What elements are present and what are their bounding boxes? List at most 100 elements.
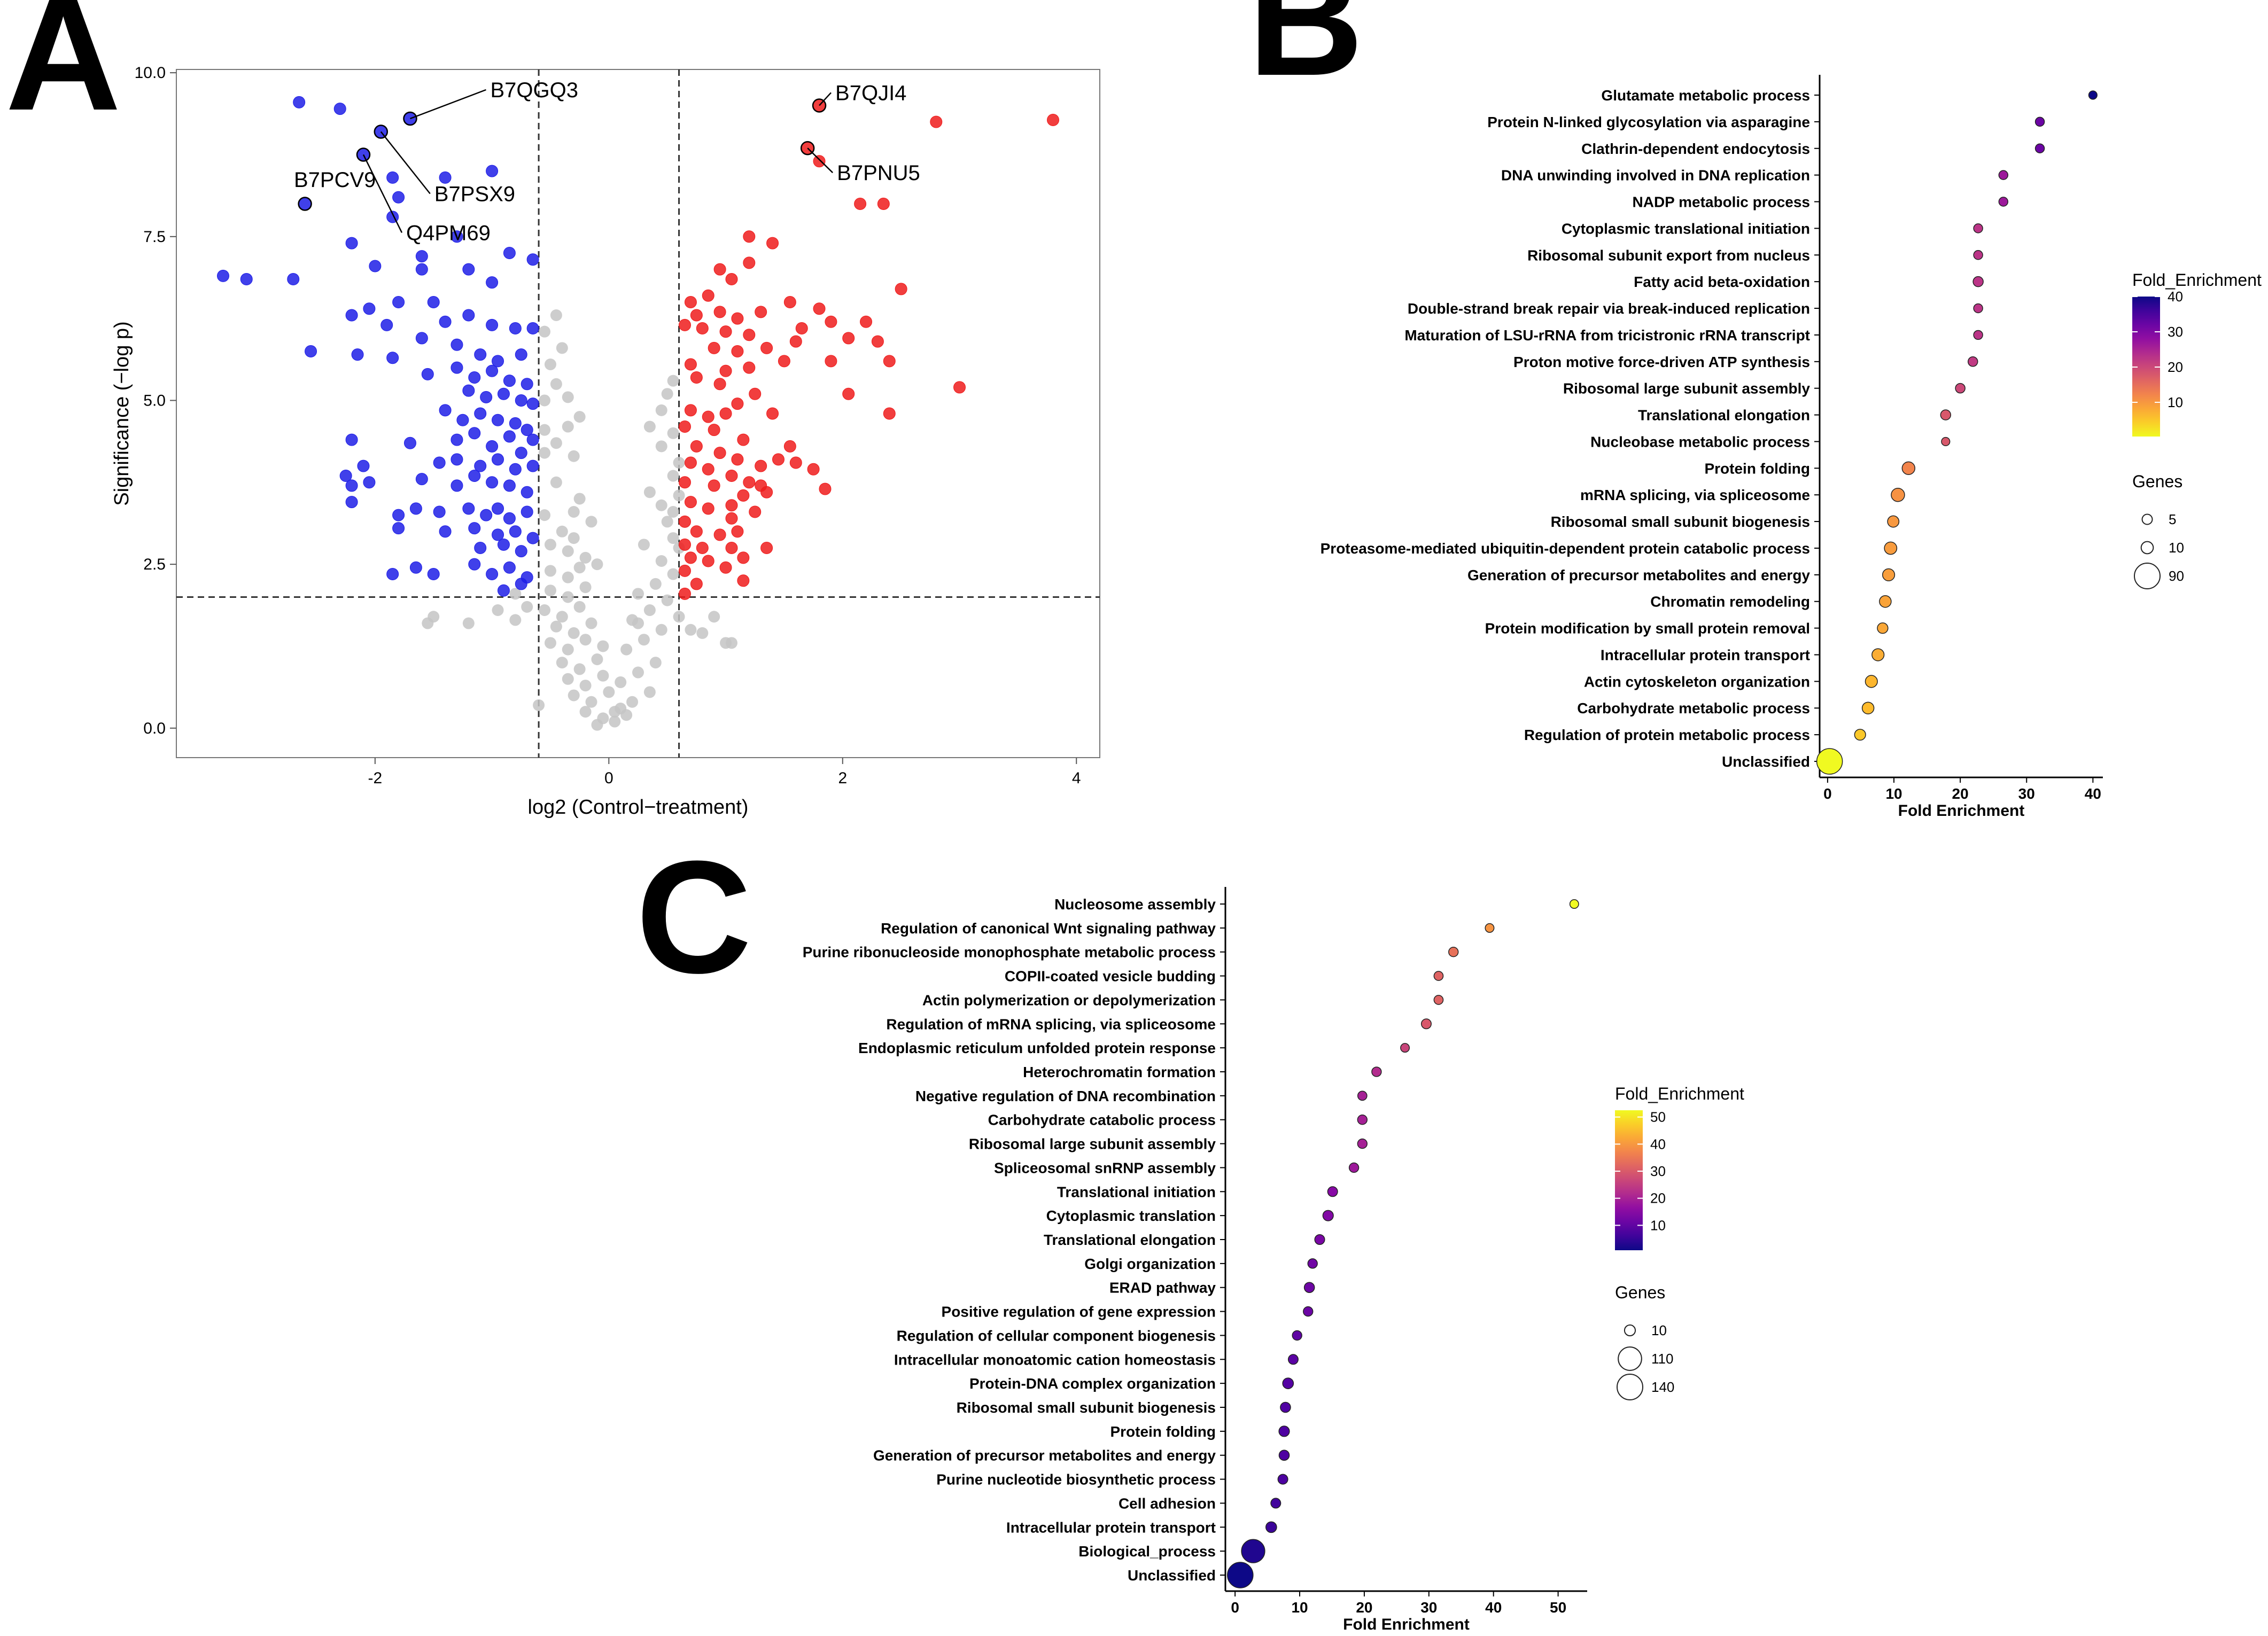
category-label: Cytoplasmic translation	[1046, 1207, 1216, 1224]
point-ns	[573, 493, 586, 505]
enrichment-dot	[1357, 1138, 1368, 1149]
y-tick-label: 10.0	[135, 64, 166, 82]
point-ns	[667, 568, 679, 580]
point-ns	[667, 506, 679, 518]
point-ns	[579, 551, 592, 564]
callout-point-ring	[812, 98, 827, 113]
point-down	[433, 505, 446, 518]
point-down	[515, 348, 527, 361]
x-tick-label: 0	[1823, 785, 1832, 802]
category-label: Maturation of LSU-rRNA from tricistronic…	[1404, 327, 1810, 344]
point-ns	[655, 555, 667, 567]
category-label: Regulation of canonical Wnt signaling pa…	[881, 920, 1216, 937]
category-label: COPII-coated vesicle budding	[1005, 968, 1216, 985]
enrichment-dot	[1433, 971, 1444, 981]
point-down	[474, 407, 487, 420]
x-tick-label: 0	[604, 769, 613, 787]
enrichment-dot	[1973, 330, 1983, 340]
point-down	[363, 302, 376, 315]
point-ns	[539, 447, 551, 459]
point-down	[486, 364, 499, 377]
point-up	[725, 499, 738, 512]
point-down	[509, 417, 522, 430]
enrichment-dot	[1287, 1354, 1299, 1365]
point-up	[702, 463, 714, 476]
point-down	[345, 479, 358, 492]
point-down	[409, 502, 422, 515]
x-tick-label: 30	[1420, 1599, 1437, 1616]
point-up	[813, 302, 826, 315]
point-up	[731, 453, 744, 466]
point-up	[684, 358, 697, 371]
point-down	[468, 522, 481, 535]
category-label: Unclassified	[1128, 1567, 1216, 1584]
enrichment-dot	[2034, 116, 2045, 127]
point-down	[415, 250, 428, 263]
color-bar-label: 10	[2168, 394, 2183, 410]
category-label: Protein folding	[1110, 1423, 1216, 1440]
category-label: Glutamate metabolic process	[1601, 87, 1810, 104]
point-up	[895, 283, 907, 295]
x-tick-label: 40	[2085, 785, 2101, 802]
point-ns	[673, 611, 685, 623]
point-ns	[539, 509, 551, 521]
point-down	[492, 414, 504, 426]
point-ns	[696, 627, 709, 639]
point-up	[678, 564, 691, 577]
point-ns	[562, 391, 574, 403]
point-down	[369, 260, 382, 272]
point-ns	[597, 640, 609, 652]
point-ns	[533, 699, 545, 711]
point-down	[415, 332, 428, 345]
point-ns	[562, 673, 574, 685]
enrichment-dot	[1278, 1450, 1290, 1461]
enrichment-dot	[1433, 995, 1444, 1005]
point-up	[743, 476, 756, 489]
point-up	[755, 306, 767, 318]
y-tick-label: 2.5	[143, 556, 166, 573]
point-down	[509, 322, 522, 335]
point-ns	[509, 588, 522, 600]
point-down	[526, 398, 539, 410]
point-down	[503, 430, 516, 443]
enrichment-dot	[1816, 748, 1843, 775]
point-up	[725, 470, 738, 482]
category-label: Carbohydrate metabolic process	[1577, 700, 1810, 716]
point-ns	[643, 604, 656, 616]
point-ns	[685, 624, 697, 636]
point-ns	[562, 591, 574, 603]
point-ns	[568, 689, 580, 702]
point-down	[515, 578, 527, 590]
y-tick-label: 7.5	[143, 228, 166, 246]
point-down	[392, 295, 405, 308]
point-down	[486, 165, 499, 177]
category-label: Chromatin remodeling	[1650, 594, 1810, 610]
point-down	[386, 568, 399, 581]
enrichment-dot	[1371, 1066, 1382, 1077]
point-down	[521, 505, 533, 518]
point-up	[871, 335, 884, 348]
point-down	[240, 273, 253, 286]
size-legend-label: 10	[1651, 1322, 1667, 1338]
point-down	[451, 479, 463, 492]
point-up	[737, 489, 750, 502]
category-label: Intracellular protein transport	[1006, 1519, 1216, 1536]
enrichment-dot	[1292, 1330, 1302, 1341]
point-down	[474, 541, 487, 554]
point-ns	[655, 404, 667, 416]
point-up	[731, 398, 744, 410]
point-up	[713, 447, 726, 459]
category-label: Generation of precursor metabolites and …	[1467, 567, 1810, 583]
point-ns	[643, 420, 656, 433]
callout-leader	[410, 89, 486, 120]
y-tick-label: 5.0	[143, 392, 166, 409]
point-ns	[667, 427, 679, 439]
category-label: Actin cytoskeleton organization	[1584, 673, 1810, 690]
color-legend-title: Fold_Enrichment	[2132, 270, 2262, 290]
category-label: Positive regulation of gene expression	[942, 1304, 1216, 1320]
category-label: DNA unwinding involved in DNA replicatio…	[1501, 167, 1810, 184]
point-up	[743, 329, 756, 341]
point-up	[789, 335, 802, 348]
point-down	[403, 437, 416, 449]
color-legend-title: Fold_Enrichment	[1615, 1084, 1744, 1103]
